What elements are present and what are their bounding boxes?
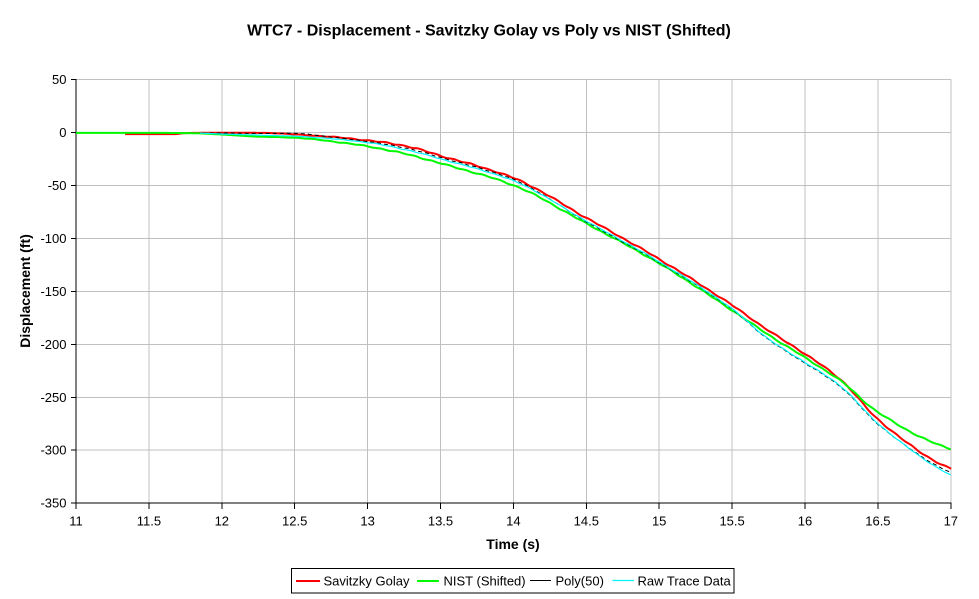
svg-text:Savitzky Golay: Savitzky Golay <box>324 574 410 589</box>
svg-text:Time (s): Time (s) <box>486 536 539 552</box>
svg-text:11.5: 11.5 <box>137 514 161 529</box>
svg-text:14: 14 <box>506 514 520 529</box>
svg-text:-50: -50 <box>48 178 67 193</box>
svg-text:16.5: 16.5 <box>865 514 890 529</box>
svg-text:16: 16 <box>798 514 812 529</box>
svg-text:-300: -300 <box>40 443 66 458</box>
svg-text:17: 17 <box>944 514 958 529</box>
svg-text:-250: -250 <box>40 390 66 405</box>
svg-text:NIST (Shifted): NIST (Shifted) <box>444 574 526 589</box>
svg-text:-350: -350 <box>40 496 66 511</box>
svg-text:Poly(50): Poly(50) <box>556 574 604 589</box>
svg-text:12.5: 12.5 <box>282 514 307 529</box>
svg-text:-100: -100 <box>40 231 66 246</box>
svg-text:50: 50 <box>52 72 66 87</box>
svg-text:15.5: 15.5 <box>719 514 744 529</box>
svg-text:14.5: 14.5 <box>574 514 599 529</box>
svg-text:WTC7 - Displacement - Savitzky: WTC7 - Displacement - Savitzky Golay vs … <box>247 23 731 40</box>
svg-text:0: 0 <box>59 125 66 140</box>
svg-text:Displacement (ft): Displacement (ft) <box>17 234 33 348</box>
svg-text:13: 13 <box>360 514 374 529</box>
svg-text:12: 12 <box>215 514 229 529</box>
svg-text:-150: -150 <box>40 284 66 299</box>
svg-text:13.5: 13.5 <box>428 514 453 529</box>
svg-text:Raw Trace Data: Raw Trace Data <box>638 574 732 589</box>
svg-text:-200: -200 <box>40 337 66 352</box>
svg-text:11: 11 <box>69 514 83 529</box>
svg-text:15: 15 <box>652 514 666 529</box>
